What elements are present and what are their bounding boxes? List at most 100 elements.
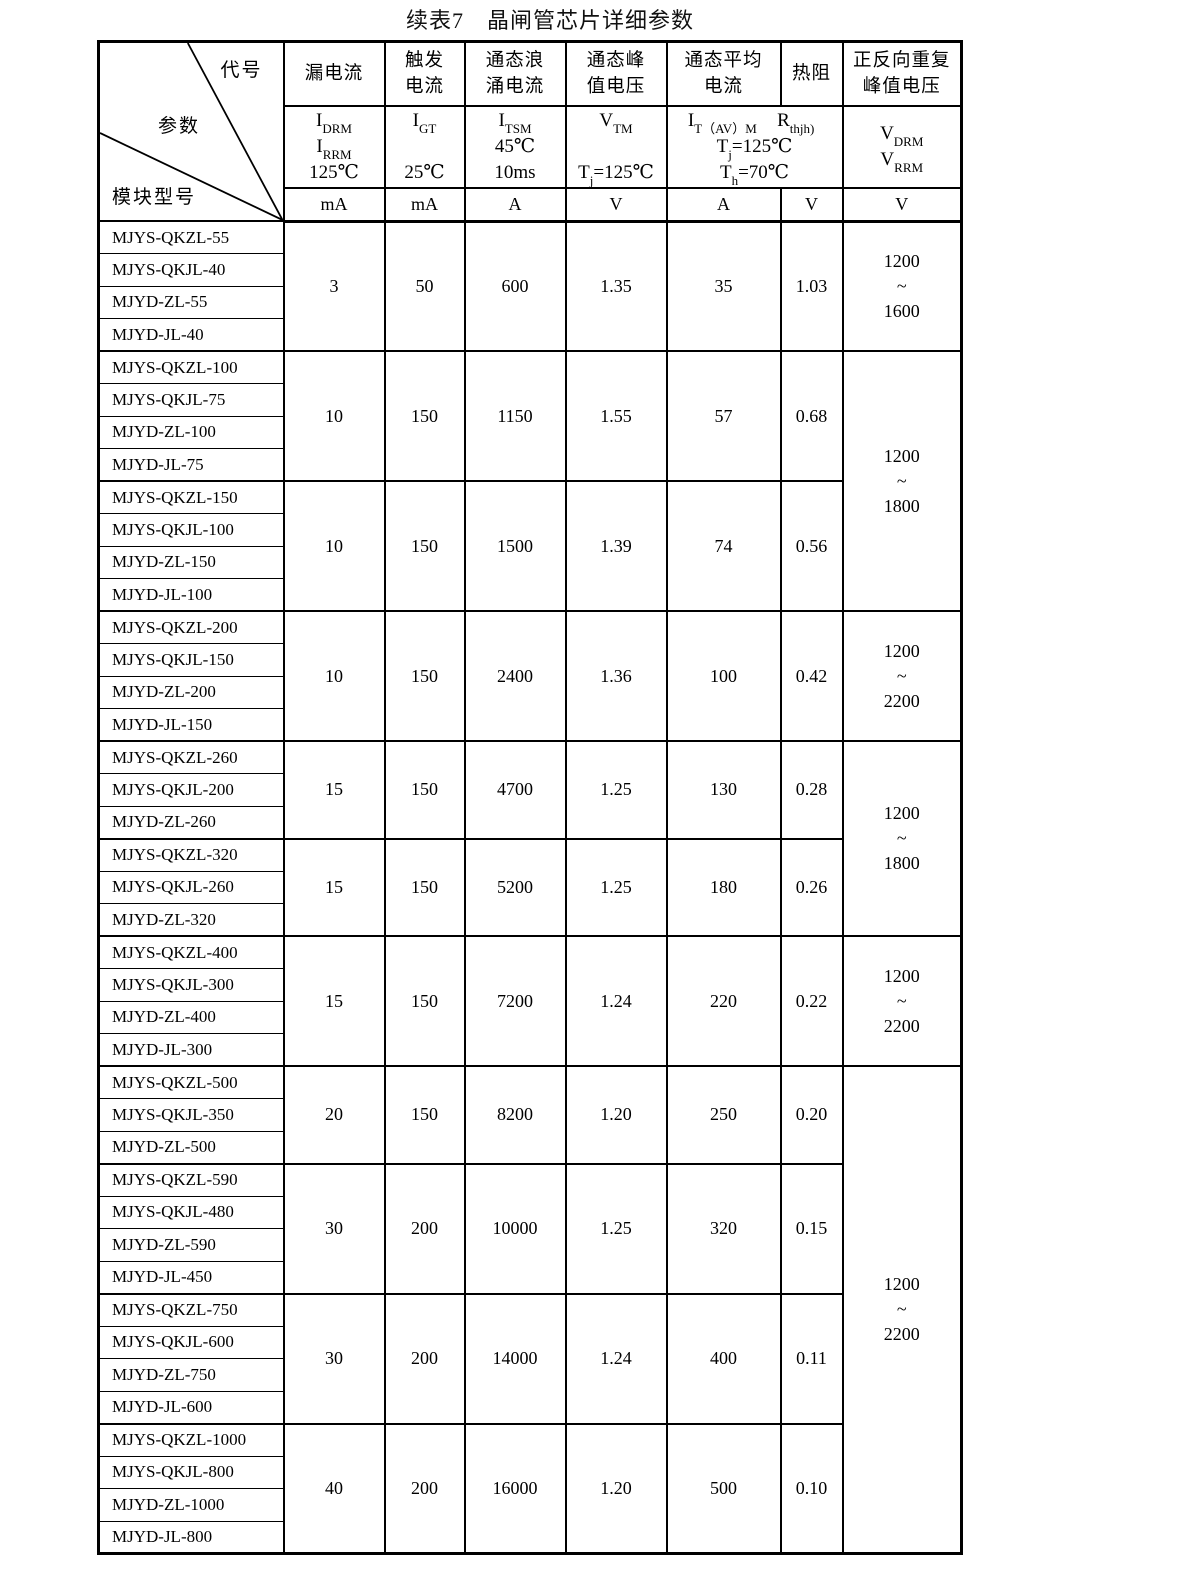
value-cell: 0.10 bbox=[779, 1422, 844, 1555]
value-cell: 150 bbox=[383, 1065, 466, 1165]
table-row: MJYS-QKZL-750 30 200 14000 1.24 400 0.11 bbox=[97, 1292, 962, 1425]
value-cell: 1.20 bbox=[564, 1422, 668, 1555]
value-cell: 0.11 bbox=[779, 1292, 844, 1425]
model-cell: MJYS-QKZL-1000 bbox=[97, 1422, 285, 1457]
model-cell: MJYS-QKZL-320 bbox=[97, 837, 285, 872]
value-cell: 1.25 bbox=[564, 740, 668, 840]
unit-cell: V bbox=[779, 186, 844, 223]
table-row: MJYS-QKZL-260 15 150 4700 1.25 130 0.28 1200 ~18… bbox=[97, 740, 963, 937]
model-cell: MJYD-JL-300 bbox=[97, 1033, 285, 1067]
table-row: MJYS-QKZL-200 10 150 2400 1.36 100 0.42 1200 ~22… bbox=[97, 610, 963, 742]
model-cell: MJYD-ZL-150 bbox=[97, 545, 285, 579]
value-cell: 150 bbox=[383, 610, 466, 742]
table-row: MJYS-QKZL-590 30 200 10000 1.25 320 0.15 bbox=[97, 1162, 962, 1295]
model-cell: MJYD-JL-150 bbox=[97, 708, 285, 742]
value-cell: 10 bbox=[282, 480, 386, 612]
table-container: 代号 参数 模块型号 漏电流 触发 电流 通态浪 涌电流 通态峰 值电压 通态平… bbox=[97, 40, 963, 1555]
table-row: MJYS-QKJL-800 bbox=[97, 1455, 962, 1489]
unit-cell: A bbox=[463, 186, 567, 223]
corner-cell: 代号 参数 模块型号 bbox=[97, 40, 285, 222]
value-cell: 14000 bbox=[463, 1292, 567, 1425]
model-cell: MJYD-ZL-590 bbox=[97, 1228, 285, 1262]
model-cell: MJYD-ZL-1000 bbox=[97, 1488, 285, 1522]
table-row: MJYS-QKJL-300 bbox=[97, 968, 962, 1002]
value-cell: 40 bbox=[282, 1422, 386, 1555]
model-cell: MJYD-JL-100 bbox=[97, 578, 285, 612]
value-cell: 30 bbox=[282, 1162, 386, 1295]
value-cell: 3 bbox=[282, 220, 386, 352]
symbol-cell-average-current-thermal: IT（AV）M Rthjh) Tj=125℃ Th=70℃ bbox=[665, 104, 844, 189]
value-cell: 4700 bbox=[463, 740, 567, 840]
symbol-cell: VDRM VRRM bbox=[841, 104, 963, 189]
value-cell: 74 bbox=[665, 480, 782, 612]
table-row: MJYS-QKJL-260 bbox=[97, 870, 962, 904]
unit-cell: A bbox=[665, 186, 782, 223]
model-cell: MJYS-QKZL-750 bbox=[97, 1292, 285, 1327]
voltage-range-cell: 1200 ~2200 bbox=[841, 1065, 963, 1555]
table-row: MJYD-JL-100 bbox=[97, 578, 962, 612]
table-row: MJYS-QKJL-200 bbox=[97, 773, 962, 807]
value-cell: 1.03 bbox=[779, 220, 844, 352]
model-cell: MJYD-ZL-55 bbox=[97, 285, 285, 319]
unit-cell: mA bbox=[282, 186, 386, 223]
model-cell: MJYS-QKZL-260 bbox=[97, 740, 285, 774]
corner-label-code: 代号 bbox=[220, 60, 263, 81]
symbol-cell: ITSM 45℃ 10ms bbox=[463, 104, 567, 189]
parameters-table: 代号 参数 模块型号 漏电流 触发 电流 通态浪 涌电流 通态峰 值电压 通态平… bbox=[97, 40, 963, 1555]
value-cell: 150 bbox=[383, 740, 466, 840]
value-cell: 150 bbox=[383, 935, 466, 1067]
corner-label-param: 参数 bbox=[158, 116, 201, 137]
value-cell: 250 bbox=[665, 1065, 782, 1165]
voltage-range-cell: 1200 ~1800 bbox=[841, 350, 963, 612]
value-cell: 150 bbox=[383, 480, 466, 612]
value-cell: 1.24 bbox=[564, 1292, 668, 1425]
model-cell: MJYD-ZL-750 bbox=[97, 1358, 285, 1392]
value-cell: 50 bbox=[383, 220, 466, 352]
model-cell: MJYS-QKZL-400 bbox=[97, 935, 285, 969]
value-cell: 10 bbox=[282, 350, 386, 482]
table-row: MJYS-QKZL-500 20 150 8200 1.20 250 0.20 1200 ~22… bbox=[97, 1065, 963, 1555]
table-row: MJYS-QKJL-600 bbox=[97, 1325, 962, 1359]
column-header-thermal-resistance: 热阻 bbox=[779, 40, 844, 107]
page-title: 续表7 晶闸管芯片详细参数 bbox=[405, 8, 694, 33]
symbol-cell: IDRM IRRM 125℃ bbox=[282, 104, 386, 189]
table-row: MJYS-QKZL-100 10 150 1150 1.55 57 0.68 1200 ~180… bbox=[97, 350, 963, 612]
corner-label-model: 模块型号 bbox=[112, 187, 197, 208]
value-cell: 180 bbox=[665, 837, 782, 937]
column-header-leakage-current: 漏电流 bbox=[282, 40, 386, 107]
table-row: MJYD-ZL-200 bbox=[97, 675, 962, 709]
unit-cell: V bbox=[841, 186, 963, 223]
table-row: MJYD-ZL-55 bbox=[97, 285, 962, 319]
model-cell: MJYS-QKJL-150 bbox=[97, 643, 285, 677]
model-cell: MJYD-JL-800 bbox=[97, 1520, 285, 1554]
model-cell: MJYS-QKZL-200 bbox=[97, 610, 285, 644]
column-header-gate-trigger-current: 触发 电流 bbox=[383, 40, 466, 107]
model-cell: MJYD-JL-75 bbox=[97, 448, 285, 482]
table-row: MJYS-QKJL-75 bbox=[97, 383, 962, 417]
table-row: MJYD-ZL-750 bbox=[97, 1358, 962, 1392]
table-row: MJYS-QKZL-320 15 150 5200 1.25 180 0.26 bbox=[97, 837, 962, 937]
table-row: MJYS-QKZL-150 10 150 1500 1.39 74 0.56 bbox=[97, 480, 962, 612]
value-cell: 15 bbox=[282, 837, 386, 937]
value-cell: 100 bbox=[665, 610, 782, 742]
value-cell: 15 bbox=[282, 935, 386, 1067]
value-cell: 1.24 bbox=[564, 935, 668, 1067]
unit-cell: mA bbox=[383, 186, 466, 223]
value-cell: 0.42 bbox=[779, 610, 844, 742]
value-cell: 1.20 bbox=[564, 1065, 668, 1165]
value-cell: 500 bbox=[665, 1422, 782, 1555]
value-cell: 1.55 bbox=[564, 350, 668, 482]
table-row: MJYD-ZL-100 bbox=[97, 415, 962, 449]
value-cell: 200 bbox=[383, 1162, 466, 1295]
value-cell: 1.35 bbox=[564, 220, 668, 352]
column-header-surge-current: 通态浪 涌电流 bbox=[463, 40, 567, 107]
symbol-cell: IGT 25℃ bbox=[383, 104, 466, 189]
value-cell: 0.22 bbox=[779, 935, 844, 1067]
model-cell: MJYS-QKJL-40 bbox=[97, 253, 285, 287]
model-cell: MJYD-ZL-100 bbox=[97, 415, 285, 449]
model-cell: MJYD-ZL-200 bbox=[97, 675, 285, 709]
value-cell: 600 bbox=[463, 220, 567, 352]
table-row: MJYD-JL-75 bbox=[97, 448, 962, 482]
value-cell: 130 bbox=[665, 740, 782, 840]
value-cell: 20 bbox=[282, 1065, 386, 1165]
